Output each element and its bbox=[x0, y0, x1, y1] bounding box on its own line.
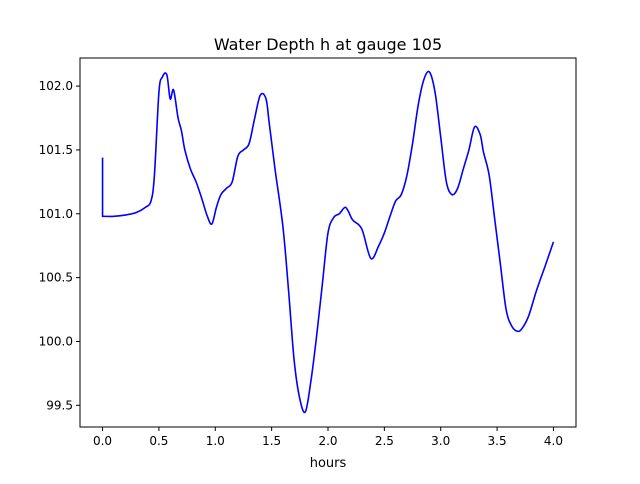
plot-area bbox=[79, 57, 577, 428]
y-tick-label: 100.0 bbox=[39, 334, 73, 348]
y-axis: 99.5 100.0 100.5 101.0 101.5 102.0 bbox=[39, 79, 80, 412]
x-tick-label: 0.0 bbox=[93, 434, 112, 448]
x-tick-label: 3.5 bbox=[488, 434, 507, 448]
x-tick-label: 2.5 bbox=[375, 434, 394, 448]
x-axis: 0.0 0.5 1.0 1.5 2.0 2.5 3.0 3.5 4.0 bbox=[93, 427, 563, 448]
y-tick-label: 101.0 bbox=[39, 207, 73, 221]
chart-title: Water Depth h at gauge 105 bbox=[214, 35, 442, 54]
series-line bbox=[101, 70, 555, 414]
y-tick-label: 102.0 bbox=[39, 79, 73, 93]
y-tick-label: 101.5 bbox=[39, 143, 73, 157]
series-layer bbox=[101, 70, 555, 414]
x-axis-label: hours bbox=[310, 456, 347, 471]
x-tick-label: 0.5 bbox=[149, 434, 168, 448]
x-tick-label: 3.0 bbox=[431, 434, 450, 448]
x-tick-label: 1.0 bbox=[206, 434, 225, 448]
x-tick-label: 1.5 bbox=[262, 434, 281, 448]
y-tick-label: 99.5 bbox=[46, 398, 73, 412]
x-tick-label: 4.0 bbox=[544, 434, 563, 448]
x-tick-label: 2.0 bbox=[318, 434, 337, 448]
y-tick-label: 100.5 bbox=[39, 271, 73, 285]
